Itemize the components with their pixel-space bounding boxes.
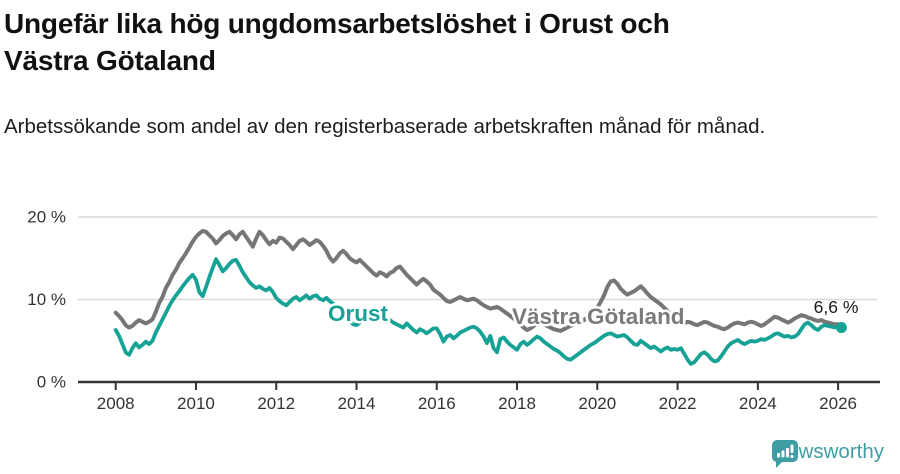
orust-series-label: Orust bbox=[328, 301, 389, 326]
x-axis-tick-label: 2008 bbox=[97, 394, 135, 413]
x-axis-tick-label: 2020 bbox=[578, 394, 616, 413]
newsworthy-brand[interactable]: Newsworthy bbox=[772, 440, 884, 468]
bar-chart-speech-bubble-icon bbox=[772, 440, 799, 468]
y-axis-tick-label: 20 % bbox=[27, 208, 66, 227]
latest-value-annotation: 6,6 % bbox=[814, 297, 859, 317]
x-axis-tick-label: 2016 bbox=[418, 394, 456, 413]
x-axis-tick-label: 2022 bbox=[659, 394, 697, 413]
y-axis-tick-label: 10 % bbox=[27, 290, 66, 309]
x-axis-tick-label: 2012 bbox=[257, 394, 295, 413]
x-axis-tick-label: 2024 bbox=[739, 394, 777, 413]
orust-line bbox=[113, 257, 844, 366]
vastra-gotaland-line bbox=[113, 229, 844, 333]
chart-subtitle: Arbetssökande som andel av den registerb… bbox=[4, 115, 766, 138]
latest-value-dot bbox=[835, 322, 847, 334]
brand-name: Newsworthy bbox=[772, 440, 884, 463]
x-axis-tick-label: 2010 bbox=[177, 394, 215, 413]
page-title: Ungefär lika hög ungdomsarbetslöshet i O… bbox=[4, 8, 670, 76]
vastra-gotaland-series-label: Västra Götaland bbox=[512, 304, 685, 329]
y-axis-tick-label: 0 % bbox=[37, 373, 66, 392]
x-axis-tick-label: 2014 bbox=[338, 394, 376, 413]
x-axis-tick-label: 2026 bbox=[819, 394, 857, 413]
x-axis-tick-label: 2018 bbox=[498, 394, 536, 413]
